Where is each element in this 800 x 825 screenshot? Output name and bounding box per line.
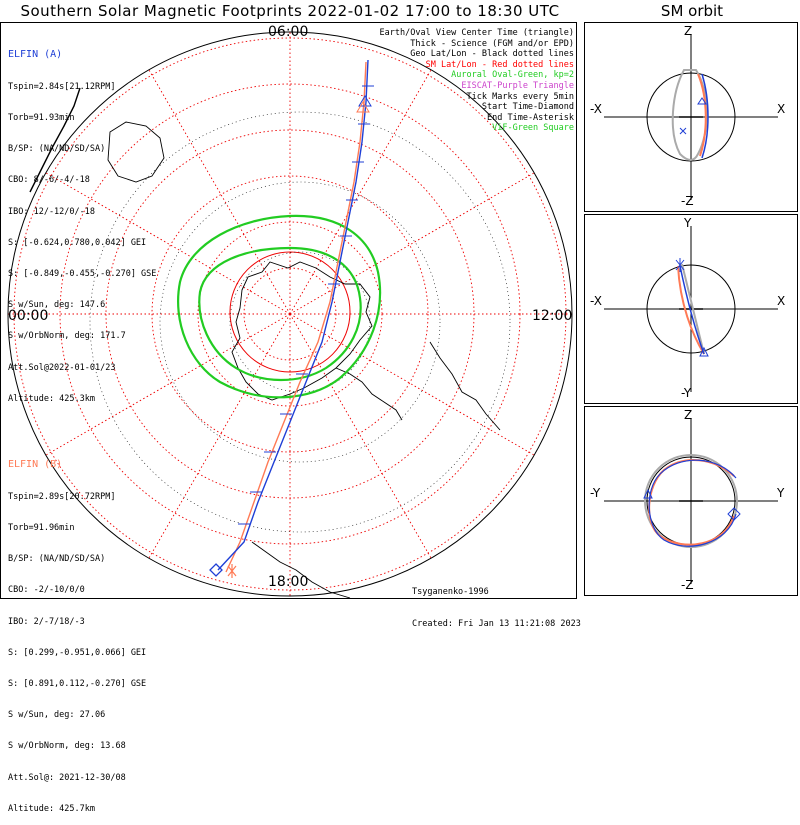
elfin-b-line: S: [0.299,-0.951,0.066] GEI <box>8 647 147 658</box>
sm-panel-yz: Z -Z -Y Y <box>584 406 798 596</box>
elfin-a-line: Tspin=2.84s[21.12RPM] <box>8 81 116 92</box>
elfin-b-end-asterisk <box>227 564 237 578</box>
australia-coast <box>107 121 165 183</box>
antarctic-peninsula <box>335 367 403 421</box>
legend-item: Auroral Oval-Green, kp=2 <box>451 70 574 81</box>
elfin-b-line: S w/Sun, deg: 27.06 <box>8 710 106 721</box>
legend-item: Thick - Science (FGM and/or EPD) <box>410 38 574 49</box>
africa-coast <box>429 341 501 431</box>
legend-item: Earth/Oval View Center Time (triangle) <box>379 28 574 38</box>
new-zealand-coast <box>29 87 81 193</box>
map-title: Southern Solar Magnetic Footprints 2022-… <box>20 2 560 20</box>
sm-orbit-title: SM orbit <box>660 2 724 20</box>
clock-label-left: 00:00 <box>8 308 49 324</box>
elfin-a-line: B/SP: (NA/ND/SD/SA) <box>8 144 106 155</box>
legend-item: End Time-Asterisk <box>487 112 574 123</box>
elfin-b-line: CBO: -2/-10/0/0 <box>8 585 85 596</box>
elfin-a-line: S: [-0.624,0.780,0.042] GEI <box>8 237 147 248</box>
model-credit: Tsyganenko-1996 <box>412 587 489 597</box>
horizon-circle <box>7 31 573 597</box>
elfin-b-name: ELFIN (B) <box>8 458 63 470</box>
sm-longitude-grid <box>8 32 572 596</box>
sm-xy-bottom-label: -Y <box>681 386 692 400</box>
map-legend: Earth/Oval View Center Time (triangle) Th… <box>380 28 574 134</box>
credits: Tsyganenko-1996 Created: Fri Jan 13 11:2… <box>412 566 581 640</box>
sm-xy-top-label: Y <box>684 216 692 230</box>
sm-xy-right-label: X <box>777 294 786 308</box>
legend-item: SM Lat/Lon - Red dotted lines <box>425 59 574 70</box>
auroral-oval-outer <box>177 214 382 399</box>
elfin-a-line: S w/OrbNorm, deg: 171.7 <box>8 331 126 342</box>
sm-pole-circle <box>229 251 351 373</box>
elfin-b-line: S: [0.891,0.112,-0.270] GSE <box>8 678 147 689</box>
sm-xz-bottom-label: -Z <box>681 194 694 208</box>
sm-panel-xz: Z -Z -X X <box>584 22 798 212</box>
elfin-b-line: Torb=91.96min <box>8 522 75 533</box>
elfin-a-line: Att.Sol@2022-01-01/23 <box>8 362 116 373</box>
sm-xz-right-label: X <box>777 102 786 116</box>
sm-xz-left-label: -X <box>590 102 602 116</box>
sm-yz-top-label: Z <box>684 408 693 422</box>
legend-item: EISCAT-Purple Triangle <box>461 80 574 91</box>
sm-yz-right-label: Y <box>777 486 785 500</box>
elfin-b-line: Altitude: 425.7km <box>8 803 95 814</box>
sm-xz-top-label: Z <box>684 24 693 38</box>
legend-item: Tick Marks every 5min <box>466 91 574 102</box>
elfin-b-line: Tspin=2.89s[20.72RPM] <box>8 491 116 502</box>
clock-label-top: 06:00 <box>268 24 309 40</box>
antarctica-coastline <box>231 261 373 401</box>
elfin-a-name: ELFIN (A) <box>8 48 63 60</box>
elfin-a-info: ELFIN (A) Tspin=2.84s[21.12RPM] Torb=91.… <box>8 28 156 415</box>
elfin-b-line: IBO: 2/-7/18/-3 <box>8 616 85 627</box>
legend-item: Geo Lat/Lon - Black dotted lines <box>410 49 574 60</box>
created-timestamp: Created: Fri Jan 13 11:21:08 2023 <box>412 618 581 629</box>
sm-yz-bottom-label: -Z <box>681 578 694 592</box>
elfin-a-line: S w/Sun, deg: 147.6 <box>8 300 106 311</box>
elfin-a-line: IBO: 12/-12/0/-18 <box>8 206 95 217</box>
legend-item: Start Time-Diamond <box>481 102 574 113</box>
clock-label-right: 12:00 <box>532 308 573 324</box>
elfin-a-ticks <box>238 85 374 525</box>
elfin-a-line: Torb=91.93min <box>8 112 75 123</box>
elfin-a-track <box>217 59 369 571</box>
elfin-b-line: S w/OrbNorm, deg: 13.68 <box>8 741 126 752</box>
legend-item: ViF-Green Square <box>492 123 574 134</box>
clock-label-bottom: 18:00 <box>268 574 309 590</box>
south-america-coast <box>251 541 351 598</box>
elfin-b-line: B/SP: (NA/ND/SD/SA) <box>8 554 106 565</box>
elfin-a-line: Altitude: 425.3km <box>8 393 95 404</box>
elfin-a-line: S: [-0.849,-0.455,-0.270] GSE <box>8 268 157 279</box>
elfin-b-line: Att.Sol@: 2021-12-30/08 <box>8 772 126 783</box>
elfin-a-line: CBO: 8/-6/-4/-18 <box>8 175 90 186</box>
auroral-oval-inner <box>198 246 362 382</box>
sm-yz-left-label: -Y <box>590 486 601 500</box>
elfin-a-start-diamond <box>209 563 223 577</box>
sm-panel-xy: Y -Y -X X <box>584 214 798 404</box>
elfin-b-info: ELFIN (B) Tspin=2.89s[20.72RPM] Torb=91.… <box>8 438 146 825</box>
elfin-b-center-triangle <box>356 101 370 113</box>
elfin-b-track <box>225 61 367 573</box>
footprint-map <box>0 22 577 599</box>
sm-xy-left-label: -X <box>590 294 602 308</box>
